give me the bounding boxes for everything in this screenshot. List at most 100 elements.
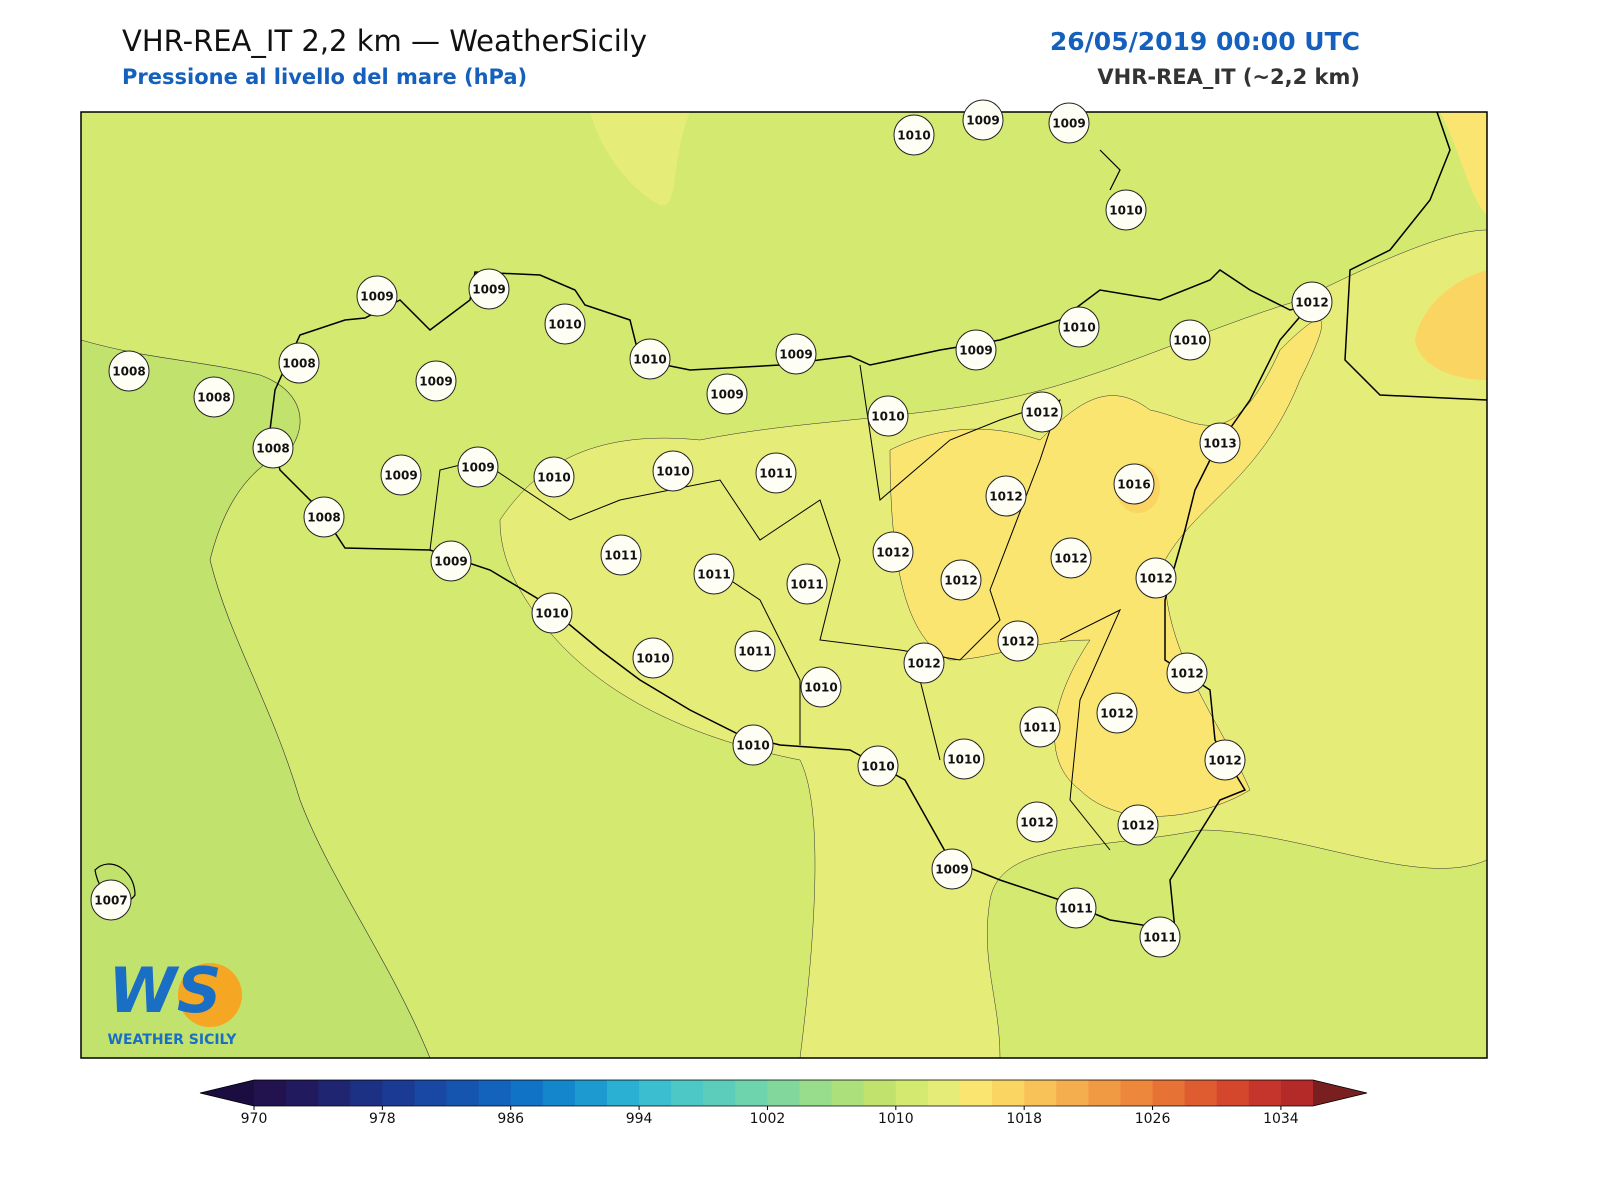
field-1012: [590, 112, 690, 206]
station-marker: [1058, 306, 1100, 348]
station-value: 1012: [1208, 754, 1241, 768]
station-value: 1011: [697, 568, 730, 582]
station: 1008: [278, 342, 320, 384]
station-marker: [600, 534, 642, 576]
station: 1012: [1050, 537, 1092, 579]
station: 1010: [732, 724, 774, 766]
station-marker: [985, 475, 1027, 517]
province-borders: [429, 364, 1122, 851]
station-value: 1010: [656, 465, 689, 479]
station: 1012: [940, 559, 982, 601]
stations: 1010 1009 1009 1010 1009 1009 1010 1012 1010 1010…: [90, 99, 1333, 958]
station-value: 1012: [989, 490, 1022, 504]
station-marker: [1139, 916, 1181, 958]
colorbar-over: [1313, 1080, 1367, 1106]
station-marker: [457, 446, 499, 488]
station-value: 1009: [710, 388, 743, 402]
station: 1010: [800, 666, 842, 708]
station-marker: [1048, 102, 1090, 144]
station-marker: [903, 642, 945, 684]
station: 1012: [872, 531, 914, 573]
colorbar-bin: [414, 1080, 448, 1106]
station-marker: [652, 450, 694, 492]
station-marker: [955, 329, 997, 371]
station: 1012: [1135, 557, 1177, 599]
colorbar: 970 978 986 994 1002 1010 1018 1026 1034: [199, 1079, 1368, 1127]
station: 1009: [380, 454, 422, 496]
station-marker: [1019, 706, 1061, 748]
station-value: 1008: [307, 511, 340, 525]
station-marker: [962, 99, 1004, 141]
colorbar-tick-label: 978: [369, 1111, 396, 1127]
station-value: 1008: [112, 365, 145, 379]
station-value: 1010: [861, 760, 894, 774]
station: 1010: [632, 637, 674, 679]
station: 1010: [893, 114, 935, 156]
station-value: 1011: [759, 467, 792, 481]
map-frame: [80, 111, 1488, 1059]
station: 1011: [755, 452, 797, 494]
station: 1009: [415, 360, 457, 402]
station: 1010: [943, 738, 985, 780]
logo: WS WEATHER SICILY: [108, 954, 242, 1048]
station-value: 1008: [256, 442, 289, 456]
station-marker: [1021, 391, 1063, 433]
station-marker: [1096, 692, 1138, 734]
station-value: 1009: [434, 555, 467, 569]
station-marker: [1204, 739, 1246, 781]
colorbar-bin: [1024, 1080, 1057, 1106]
station: 1011: [1139, 916, 1181, 958]
station-marker: [252, 427, 294, 469]
station-marker: [1166, 652, 1208, 694]
colorbar-bin: [478, 1080, 512, 1106]
station: 1011: [786, 563, 828, 605]
colorbar-bin: [735, 1080, 768, 1106]
colorbar-bin: [799, 1080, 833, 1106]
station: 1010: [1169, 319, 1211, 361]
station-value: 1011: [1059, 902, 1092, 916]
station: 1010: [533, 456, 575, 498]
station-marker: [533, 456, 575, 498]
station-value: 1009: [472, 283, 505, 297]
station-value: 1009: [1052, 117, 1085, 131]
station: 1009: [775, 333, 817, 375]
field-1014: [1440, 112, 1487, 215]
map: [81, 112, 1487, 1058]
station-value: 1012: [1025, 406, 1058, 420]
station: 1010: [867, 395, 909, 437]
station-marker: [872, 531, 914, 573]
colorbar-tick-label: 994: [626, 1111, 653, 1127]
station-marker: [997, 620, 1039, 662]
station-marker: [1199, 422, 1241, 464]
station-value: 1012: [1100, 707, 1133, 721]
station-value: 1008: [282, 357, 315, 371]
colorbar-bin: [703, 1080, 736, 1106]
logo-mark: WS: [108, 954, 221, 1027]
station: 1012: [1204, 739, 1246, 781]
station-marker: [1291, 281, 1333, 323]
station-value: 1012: [1139, 572, 1172, 586]
colorbar-bin: [542, 1080, 576, 1106]
station-marker: [734, 630, 776, 672]
station-marker: [632, 637, 674, 679]
colorbar-tick-label: 1034: [1263, 1111, 1299, 1127]
station-marker: [1117, 804, 1159, 846]
colorbar-bin: [863, 1080, 897, 1106]
station-marker: [90, 879, 132, 921]
colorbar-tick-label: 986: [497, 1111, 524, 1127]
colorbar-tick-label: 1018: [1006, 1111, 1042, 1127]
station-value: 1010: [636, 652, 669, 666]
colorbar-bin: [831, 1080, 865, 1106]
station-marker: [800, 666, 842, 708]
colorbar-bin: [1216, 1080, 1250, 1106]
station: 1011: [600, 534, 642, 576]
colorbar-bin: [446, 1080, 480, 1106]
station-value: 1010: [804, 681, 837, 695]
station-marker: [857, 745, 899, 787]
station-value: 1011: [738, 645, 771, 659]
station-marker: [356, 275, 398, 317]
station-marker: [303, 496, 345, 538]
model: VHR-REA_IT (~2,2 km): [1097, 65, 1360, 89]
station: 1008: [303, 496, 345, 538]
station-marker: [531, 592, 573, 634]
